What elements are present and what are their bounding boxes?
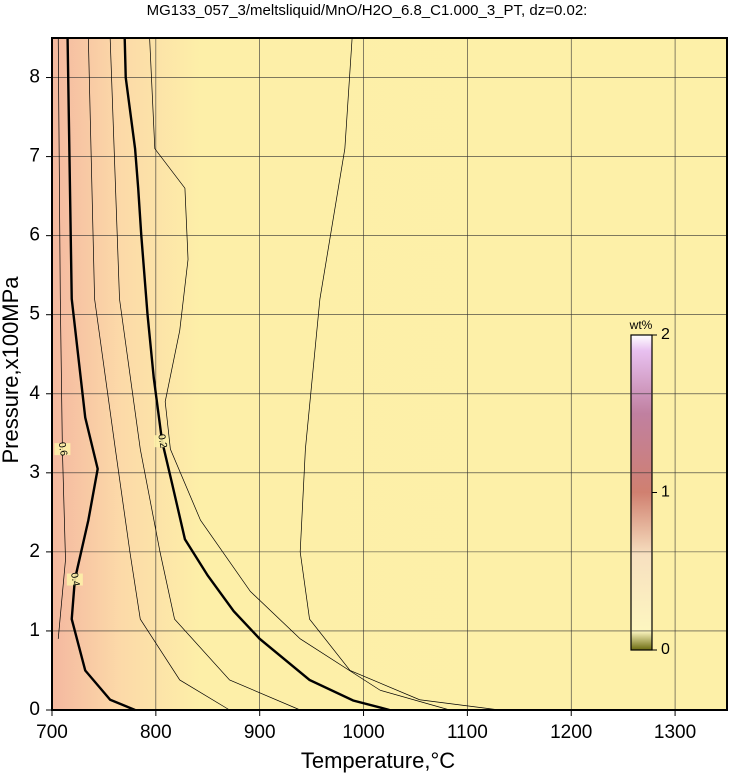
contour-line	[299, 37, 500, 711]
contour-line	[149, 37, 450, 711]
chart-title: MG133_057_3/meltsliquid/MnO/H2O_6.8_C1.0…	[147, 2, 588, 19]
y-tick-label: 0	[29, 699, 40, 720]
contour-label: 0.2	[155, 433, 168, 449]
x-tick-label: 1000	[342, 722, 384, 743]
y-tick-label: 2	[29, 541, 40, 562]
plot-frame	[51, 37, 728, 711]
y-axis-label: Pressure,x100MPa	[0, 276, 23, 464]
x-tick-label: 900	[244, 722, 276, 743]
colorbar-tick-label: 0	[661, 641, 670, 658]
x-tick-label: 800	[140, 722, 172, 743]
x-axis-label: Temperature,°C	[301, 748, 455, 773]
contour-label: 0.4	[68, 572, 81, 588]
y-tick-label: 1	[29, 620, 40, 641]
contour-label-bg	[154, 435, 171, 448]
x-tick-label: 1200	[550, 722, 592, 743]
y-tick-label: 3	[29, 462, 40, 483]
contour-label-bg	[66, 573, 83, 586]
plot-background	[52, 38, 727, 710]
y-tick-label: 8	[29, 67, 40, 88]
colorbar-label: wt%	[629, 318, 653, 332]
y-tick-label: 4	[29, 383, 40, 404]
x-tick-label: 700	[36, 722, 68, 743]
colorbar	[630, 334, 653, 651]
x-tick-label: 1300	[654, 722, 696, 743]
x-tick-label: 1100	[447, 722, 488, 743]
colorbar-tick-label: 1	[661, 484, 670, 501]
contour-line	[87, 37, 230, 711]
contour-label: 0.6	[56, 441, 69, 457]
y-tick-label: 5	[29, 304, 40, 325]
colorbar-tick-label: 2	[661, 326, 670, 343]
contour-line	[109, 37, 301, 711]
y-tick-label: 6	[29, 225, 40, 246]
contour-line	[66, 37, 136, 712]
y-tick-label: 7	[29, 146, 40, 167]
contour-label-bg	[54, 443, 71, 456]
